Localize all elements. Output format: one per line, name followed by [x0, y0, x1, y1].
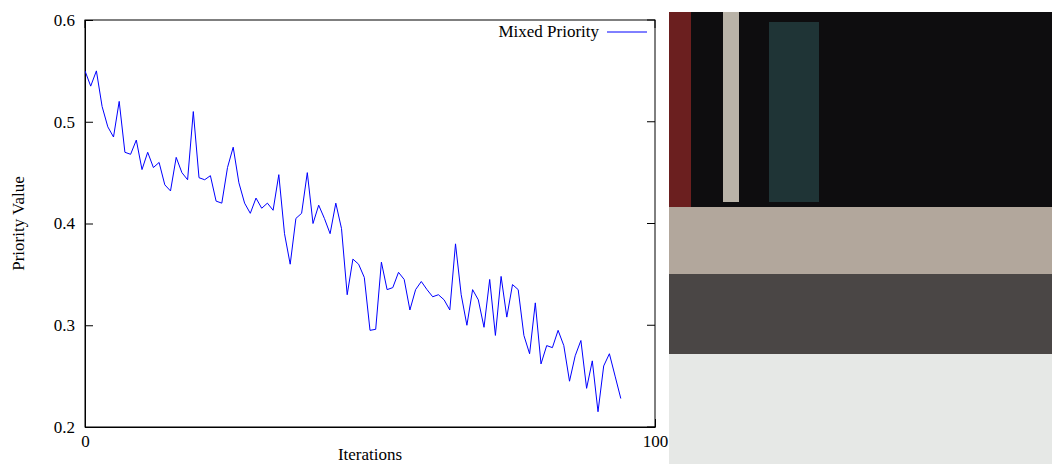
y-tick-mark [85, 122, 93, 123]
photo-pavement [669, 354, 1052, 464]
x-tick-label: 0 [81, 432, 90, 451]
photo-pillar [723, 12, 739, 202]
y-tick-label: 0.3 [54, 316, 75, 335]
y-tick: 0.4 [54, 214, 93, 233]
x-tick-mark [655, 419, 656, 427]
photo [669, 12, 1052, 464]
y-tick-mark-right [647, 325, 655, 326]
chart-svg: 0.2 0.3 0.4 0.5 0.6 0 100 Iterations Priority Va… [0, 0, 1056, 468]
x-tick-mark-top [655, 20, 656, 28]
legend-label: Mixed Priority [498, 22, 599, 41]
y-axis: 0.2 0.3 0.4 0.5 0.6 [54, 11, 93, 437]
y-tick-mark [85, 20, 93, 21]
y-tick-label: 0.4 [54, 214, 76, 233]
y-tick-mark-right [647, 121, 655, 122]
y-tick-label: 0.6 [54, 11, 75, 30]
y-tick: 0.5 [54, 113, 93, 132]
photo-storefront [669, 12, 1052, 222]
y-tick-mark [85, 224, 93, 225]
y-tick-mark-right [647, 223, 655, 224]
x-tick-label: 100 [643, 432, 669, 451]
x-tick: 0 [81, 419, 90, 451]
y-tick: 0.3 [54, 316, 93, 335]
plot-area [85, 71, 621, 412]
legend-swatch [607, 32, 647, 33]
plot-frame [85, 20, 655, 427]
y-tick-mark-right [647, 20, 655, 21]
y-axis-title: Priority Value [9, 176, 28, 271]
x-axis-line [86, 427, 656, 428]
x-axis-title: Iterations [338, 445, 402, 464]
y-tick-mark [85, 325, 93, 326]
y-tick-label: 0.2 [54, 418, 75, 437]
photo-figure [769, 22, 819, 202]
photo-curb [669, 274, 1052, 354]
x-tick-mark [85, 419, 86, 427]
photo-red-wall [669, 12, 691, 212]
photo-ground [669, 12, 1052, 464]
series-line [85, 71, 621, 412]
legend: Mixed Priority [498, 22, 647, 41]
x-tick: 100 [643, 419, 669, 451]
y-tick: 0.6 [54, 11, 93, 30]
y-right-ticks [647, 20, 655, 427]
y-tick-label: 0.5 [54, 113, 75, 132]
x-tick-mark-top [85, 20, 86, 28]
